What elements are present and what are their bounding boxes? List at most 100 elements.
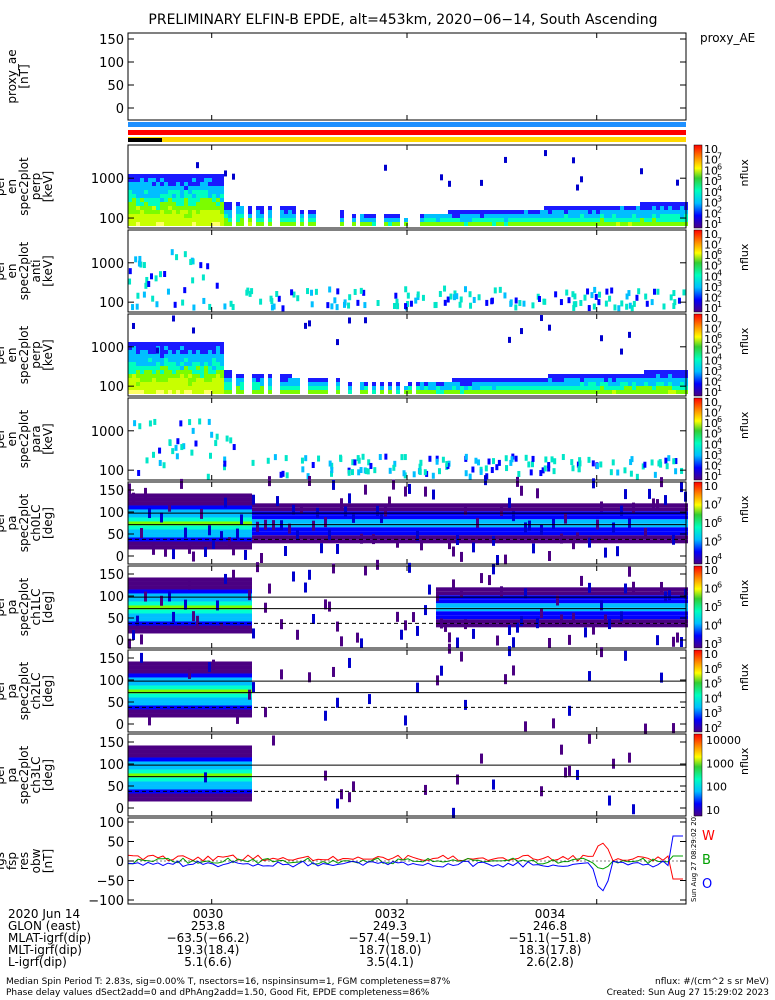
spectro-cell xyxy=(510,456,514,463)
pa-cell xyxy=(648,611,652,616)
pa-cell xyxy=(180,541,184,546)
spectro-cell xyxy=(544,456,548,463)
spectro-cell xyxy=(136,218,140,222)
spectro-cell xyxy=(572,210,576,214)
spectro-cell xyxy=(480,210,484,214)
spectro-cell xyxy=(586,288,590,295)
pa-cell xyxy=(224,533,228,538)
spectro-cell xyxy=(184,182,188,186)
pa-cell xyxy=(220,605,224,610)
pa-cell xyxy=(528,603,532,608)
spectro-cell xyxy=(196,162,199,169)
spectro-cell xyxy=(668,214,672,218)
pa-cell xyxy=(540,524,543,535)
pa-cell xyxy=(232,497,236,502)
spectro-cell xyxy=(368,218,372,222)
spectro-cell xyxy=(202,297,206,304)
pa-cell xyxy=(624,583,627,594)
spectro-cell xyxy=(154,275,158,282)
pa-cell xyxy=(520,519,524,524)
spectro-cell xyxy=(676,382,680,386)
spectro-cell xyxy=(188,186,192,190)
pa-cell xyxy=(560,623,564,628)
spectro-cell xyxy=(540,315,543,322)
pa-cell xyxy=(672,534,675,545)
pa-cell xyxy=(272,535,276,540)
spectro-cell xyxy=(576,214,580,218)
pa-cell xyxy=(496,587,500,592)
spectro-cell xyxy=(544,210,548,214)
spectro-cell xyxy=(164,206,168,210)
spectro-cell xyxy=(215,282,219,289)
spectro-cell xyxy=(676,390,680,394)
pa-cell xyxy=(300,519,304,524)
pa-cell xyxy=(452,515,456,520)
pa-cell xyxy=(132,537,136,542)
pa-cell xyxy=(128,677,132,682)
spectro-cell xyxy=(680,206,684,210)
pa-cell xyxy=(576,523,580,528)
pa-cell xyxy=(236,621,240,626)
pa-cell xyxy=(652,615,656,620)
spectro-cell xyxy=(592,218,596,222)
pa-cell xyxy=(492,564,495,575)
y-label-line: en xyxy=(5,264,19,279)
pa-cell xyxy=(544,523,548,528)
pa-cell xyxy=(508,611,512,616)
pa-cell xyxy=(252,503,256,508)
spectro-cell xyxy=(188,174,192,178)
pa-cell xyxy=(580,599,584,604)
spectro-cell xyxy=(163,271,167,278)
pa-cell xyxy=(152,621,156,626)
spectro-cell xyxy=(588,218,592,222)
spectro-cell xyxy=(204,190,208,194)
pa-cell xyxy=(132,585,136,590)
spectro-cell xyxy=(144,346,148,350)
spectro-cell xyxy=(660,218,664,222)
spectro-cell xyxy=(359,467,363,474)
spectro-cell xyxy=(216,190,220,194)
pa-cell xyxy=(660,507,664,512)
pa-cell xyxy=(592,539,596,544)
spectro-cell xyxy=(140,206,144,210)
spectro-cell xyxy=(128,214,132,218)
spectro-cell xyxy=(228,206,232,210)
spectro-cell xyxy=(343,299,347,306)
spectro-cell xyxy=(152,186,156,190)
spectro-cell xyxy=(132,350,136,354)
pa-cell xyxy=(424,531,428,536)
pa-cell xyxy=(612,535,616,540)
spectro-cell xyxy=(168,210,172,214)
pa-cell xyxy=(680,637,683,648)
colorbar-label: nflux xyxy=(738,495,751,523)
spectro-cell xyxy=(132,374,136,378)
pa-cell xyxy=(336,543,339,554)
pa-cell xyxy=(176,497,180,502)
pa-cell xyxy=(388,515,392,520)
pa-cell xyxy=(316,503,320,508)
colorbar-exp: 1 xyxy=(717,468,722,477)
pa-cell xyxy=(616,535,620,540)
spectro-cell xyxy=(156,214,160,218)
pa-cell xyxy=(232,541,236,546)
spectro-cell xyxy=(444,222,448,226)
pa-cell xyxy=(564,603,568,608)
spectro-cell xyxy=(296,382,300,386)
spectro-cell xyxy=(378,454,382,461)
pa-cell xyxy=(448,523,452,528)
pa-cell xyxy=(552,599,556,604)
pa-cell xyxy=(172,521,176,526)
spectro-cell xyxy=(168,358,172,362)
pa-cell xyxy=(236,577,240,582)
pa-cell xyxy=(656,611,660,616)
spectro-cell xyxy=(488,214,492,218)
pa-cell xyxy=(160,577,164,582)
pa-cell xyxy=(304,527,308,532)
spectro-cell xyxy=(156,390,160,394)
pa-cell xyxy=(340,539,344,544)
pa-cell xyxy=(140,701,144,706)
colorbar-tick: 10 xyxy=(704,218,718,231)
pa-cell xyxy=(156,505,160,510)
spectro-cell xyxy=(640,218,644,222)
pa-cell xyxy=(468,527,472,532)
